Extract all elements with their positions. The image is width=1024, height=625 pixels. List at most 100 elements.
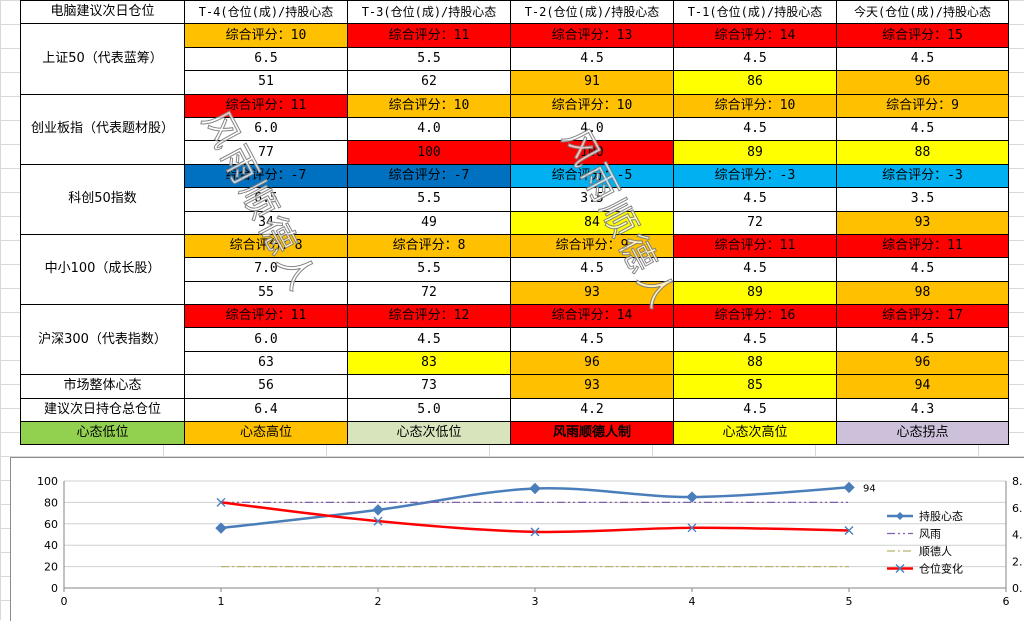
y-tick-label: 80 <box>44 496 58 509</box>
y-tick-label: 40 <box>44 539 58 552</box>
table-cell: 4.5 <box>347 327 511 352</box>
table-row: 科创50指数 综合评分：-7 综合评分：-7 综合评分：-5 综合评分：-3 综合评分：-… <box>20 163 1009 235</box>
table-cell: 综合评分：17 <box>836 304 1009 329</box>
y-tick-label: 0 <box>51 582 58 595</box>
table-row: 6.0 4.5 4.5 4.5 4.5 <box>21 327 1009 352</box>
table-cell: 综合评分：11 <box>673 233 837 259</box>
table-cell: 6.0 <box>184 327 348 352</box>
table-cell: 96 <box>836 350 1009 376</box>
legend-marker <box>895 564 905 573</box>
position-table: 电脑建议次日仓位 T-4(仓位(成)/持股心态 T-3(仓位(成)/持股心态 T-2(… <box>20 0 1009 446</box>
table-cell: 93 <box>836 210 1009 235</box>
summary-cell: 94 <box>836 374 1009 399</box>
table-cell: 4.5 <box>836 46 1009 72</box>
summary-cell: 85 <box>673 374 837 399</box>
table-cell: 5.5 <box>347 257 511 282</box>
index-label: 上证50（代表蓝筹） <box>20 23 185 95</box>
x-tick-label: 2 <box>375 595 382 608</box>
data-label: 94 <box>863 483 876 494</box>
data-point <box>843 481 855 494</box>
index-label: 科创50指数 <box>20 163 185 235</box>
table-cell: 综合评分：10 <box>510 93 674 118</box>
table-cell: 72 <box>347 280 511 306</box>
summary-cell: 93 <box>510 374 674 399</box>
table-cell: 83 <box>347 350 511 376</box>
color-legend-cell: 心态低位 <box>20 421 185 446</box>
table-cell: 7.0 <box>184 257 348 282</box>
table-cell: 89 <box>673 280 837 306</box>
data-point <box>372 504 384 516</box>
table-cell: 综合评分：11 <box>347 23 511 48</box>
table-cell: 55 <box>184 280 348 306</box>
column-header: T-2(仓位(成)/持股心态 <box>510 0 674 25</box>
data-point <box>686 491 698 503</box>
y-tick-label: 100 <box>37 475 58 488</box>
color-legend-cell: 心态高位 <box>184 421 348 446</box>
table-cell: 6.0 <box>184 116 348 142</box>
table-cell: 综合评分：10 <box>184 23 348 48</box>
color-legend-row: 心态低位 心态高位 心态次低位 风雨顺德人制 心态次高位 心态拐点 <box>20 421 1009 446</box>
table-cell: 3.5 <box>510 187 674 212</box>
table-cell: 4.5 <box>510 327 674 352</box>
table-cell: 89 <box>673 140 837 165</box>
table-cell: 综合评分：8 <box>184 233 348 259</box>
table-row: 沪深300（代表指数） 综合评分：11 综合评分：12 综合评分：14 综合评分：16 综… <box>20 304 1009 376</box>
table-cell: 综合评分：16 <box>673 304 837 329</box>
summary-label: 市场整体心态 <box>20 374 185 399</box>
table-row: 55 72 93 89 98 <box>21 280 1009 306</box>
table-cell: 5.5 <box>347 46 511 72</box>
table-cell: 49 <box>347 210 511 235</box>
table-cell: 4.0 <box>347 116 511 142</box>
table-cell: 综合评分：12 <box>347 304 511 329</box>
data-point <box>216 497 226 507</box>
y2-tick-label: 4. <box>1012 529 1023 542</box>
column-header: T-3(仓位(成)/持股心态 <box>347 0 511 25</box>
table-cell: 88 <box>673 350 837 376</box>
summary-cell: 4.2 <box>510 397 674 423</box>
legend-label: 仓位变化 <box>919 562 963 576</box>
legend-label: 风雨 <box>919 528 941 541</box>
table-cell: 综合评分：9 <box>510 233 674 259</box>
table-row: 中小100（成长股） 综合评分：8 综合评分：8 综合评分：9 综合评分：11 综合评分：… <box>20 233 1009 306</box>
table-cell: 84 <box>510 210 674 235</box>
table-cell: 综合评分：13 <box>510 23 674 48</box>
table-cell: 4.5 <box>510 46 674 72</box>
table-cell: 综合评分：10 <box>673 93 837 118</box>
table-cell: 100 <box>510 140 674 165</box>
table-cell: 综合评分：-3 <box>836 163 1009 189</box>
summary-cell: 4.3 <box>836 397 1009 423</box>
table-row: 7.0 5.5 4.5 4.5 4.5 <box>21 257 1009 282</box>
column-header: T-1(仓位(成)/持股心态 <box>673 0 837 25</box>
table-cell: 综合评分：11 <box>836 233 1009 259</box>
index-label: 创业板指（代表题材股） <box>20 93 185 165</box>
table-cell: 综合评分：-3 <box>673 163 837 189</box>
table-cell: 综合评分：-7 <box>347 163 511 189</box>
table-cell: 98 <box>836 280 1009 306</box>
x-tick-label: 6 <box>1003 595 1010 608</box>
x-tick-label: 3 <box>532 595 539 608</box>
table-cell: 51 <box>184 70 348 95</box>
line-chart: 0 20 40 60 80 100 0 1 2 3 4 5 60. 2. 4. 6. 8. 94 持股心态风雨顺德人… <box>37 475 1023 608</box>
table-cell: 4.5 <box>836 327 1009 352</box>
x-tick-label: 0 <box>61 595 68 608</box>
data-point <box>530 527 540 537</box>
table-cell: 4.5 <box>510 257 674 282</box>
table-cell: 63 <box>184 350 348 376</box>
table-cell: 综合评分：15 <box>836 23 1009 48</box>
y-tick-label: 60 <box>44 518 58 531</box>
table-cell: 3.5 <box>836 187 1009 212</box>
summary-cell: 5.0 <box>347 397 511 423</box>
table-cell: 4.5 <box>673 327 837 352</box>
table-cell: 96 <box>836 70 1009 95</box>
data-point <box>215 522 227 534</box>
table-cell: 综合评分：-5 <box>510 163 674 189</box>
table-row: 6.5 5.5 4.5 4.5 4.5 <box>21 46 1009 72</box>
table-cell: 96 <box>510 350 674 376</box>
legend-marker <box>896 512 904 520</box>
y-tick-label: 20 <box>44 561 58 574</box>
table-cell: 综合评分：14 <box>510 304 674 329</box>
index-label: 沪深300（代表指数） <box>20 304 185 376</box>
y2-tick-label: 8. <box>1012 475 1023 488</box>
x-tick-label: 5 <box>846 595 853 608</box>
table-cell: 综合评分：10 <box>347 93 511 118</box>
